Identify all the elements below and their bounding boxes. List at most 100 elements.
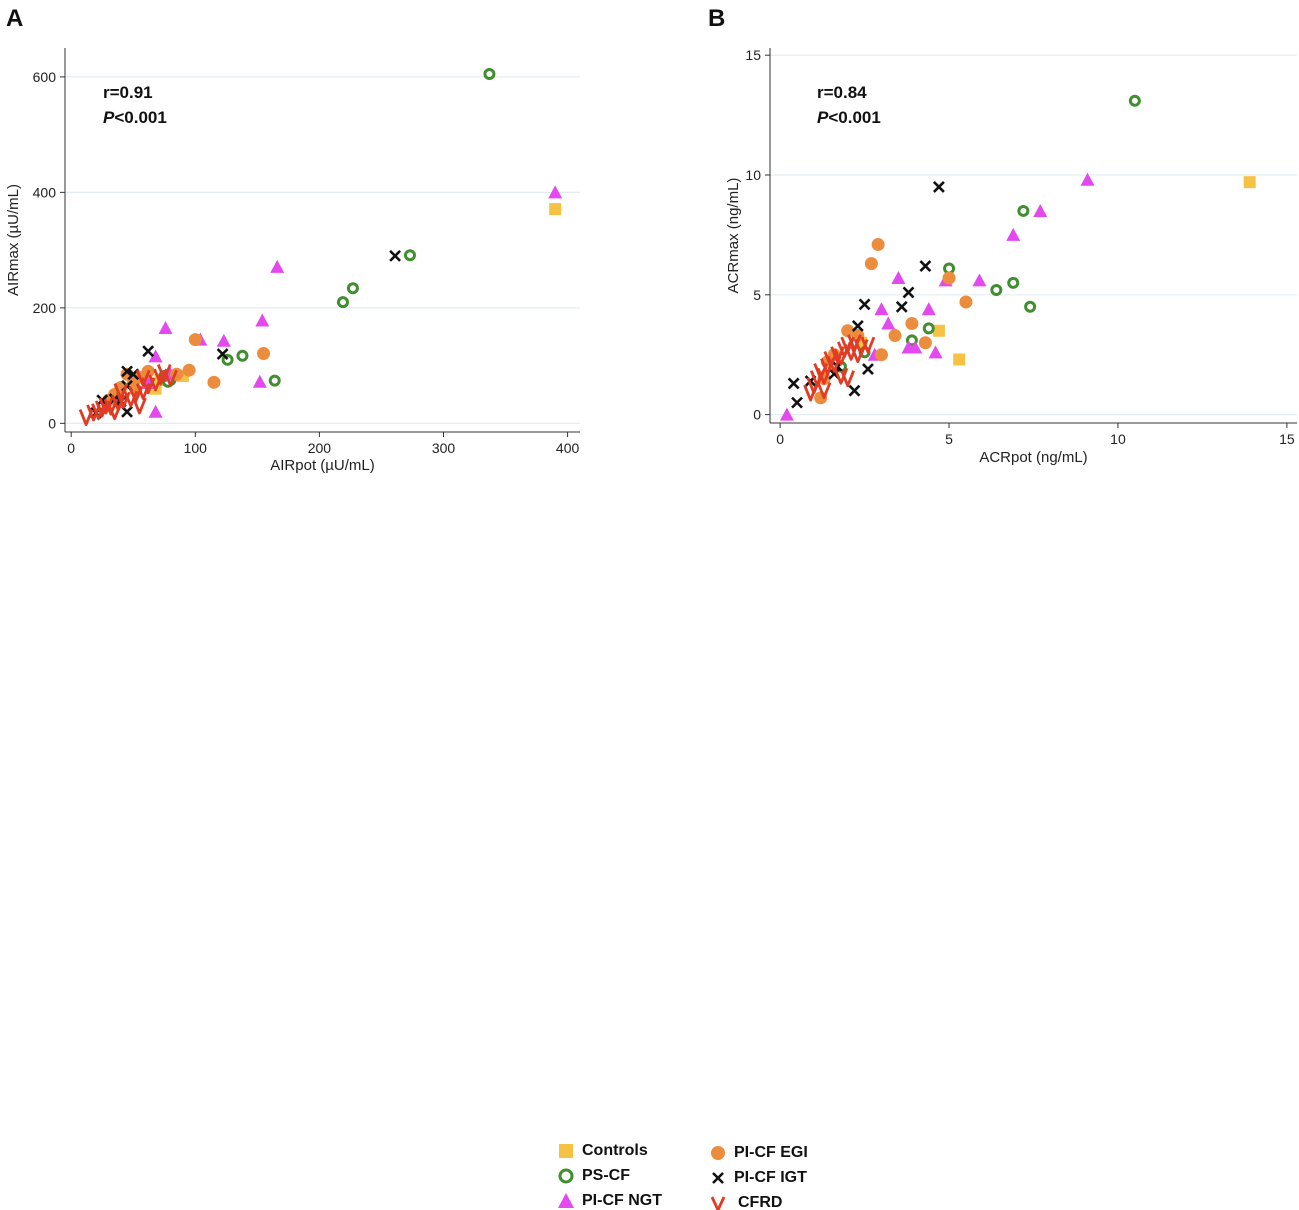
panel-b-point-pi-cf-egi bbox=[942, 271, 956, 285]
panel-a-point-pi-cf-egi bbox=[182, 363, 196, 377]
panel-b-series-ps-cf bbox=[834, 94, 1141, 373]
panel-a-point-pi-cf-ngt bbox=[255, 313, 270, 327]
panel-a-point-cfrd bbox=[132, 397, 147, 415]
legend-symbol-controls bbox=[559, 1144, 573, 1158]
panel-b-point-pi-cf-igt bbox=[848, 384, 861, 397]
panel-b-point-ps-cf bbox=[1128, 94, 1141, 107]
panel-a-point-cfrd bbox=[98, 397, 114, 415]
panel-b-point-pi-cf-ngt bbox=[891, 271, 906, 285]
panel-b-point-pi-cf-igt bbox=[895, 300, 908, 313]
panel-b-x-axis-title: ACRpot (ng/mL) bbox=[979, 449, 1087, 466]
panel-b-point-ps-cf bbox=[990, 284, 1003, 297]
panel-b-y-tick-label: 10 bbox=[745, 167, 761, 183]
panel-b-point-pi-cf-egi bbox=[841, 324, 855, 338]
panel-a-point-pi-cf-ngt bbox=[252, 374, 267, 388]
panel-b-point-pi-cf-ngt bbox=[1006, 227, 1021, 241]
legend-label-controls: Controls bbox=[582, 1142, 648, 1159]
panel-b-point-controls bbox=[1243, 176, 1256, 189]
panel-b-point-pi-cf-egi bbox=[918, 336, 932, 350]
panel-b-x-tick-label: 10 bbox=[1110, 431, 1126, 447]
panel-b-series-cfrd bbox=[803, 334, 876, 402]
panel-a-label: A bbox=[6, 5, 23, 32]
panel-a-series-controls bbox=[149, 203, 562, 395]
panel-a-point-ps-cf bbox=[336, 296, 349, 309]
panel-b-point-pi-cf-egi bbox=[874, 348, 888, 362]
panel-a-point-pi-cf-ngt bbox=[148, 349, 163, 363]
panel-a-x-tick-label: 0 bbox=[67, 440, 75, 456]
panel-a-point-pi-cf-egi bbox=[207, 375, 221, 389]
panel-b-point-pi-cf-igt bbox=[932, 181, 945, 193]
panel-a-x-axis-title: AIRpot (µU/mL) bbox=[270, 457, 375, 474]
panel-b-point-ps-cf bbox=[1007, 276, 1020, 289]
panel-a-point-cfrd bbox=[107, 403, 122, 421]
panel-a-point-ps-cf bbox=[346, 282, 359, 295]
panel-b-point-controls bbox=[932, 324, 945, 337]
panel-a-point-cfrd bbox=[86, 404, 101, 422]
panel-a-point-cfrd bbox=[135, 369, 151, 387]
legend-label-egi: PI-CF EGI bbox=[734, 1144, 808, 1161]
panel-b-x-tick-label: 0 bbox=[776, 431, 784, 447]
panel-a-point-cfrd bbox=[156, 364, 172, 381]
legend-symbol-igt bbox=[712, 1172, 724, 1184]
panel-b-point-ps-cf bbox=[1017, 204, 1030, 217]
panel-b-point-pi-cf-igt bbox=[858, 298, 871, 311]
panel-a-series-pi-cf-egi bbox=[101, 333, 271, 407]
panel-b-point-pi-cf-ngt bbox=[928, 345, 943, 359]
panel-b-point-pi-cf-igt bbox=[791, 396, 803, 409]
panel-b-point-pi-cf-ngt bbox=[779, 407, 794, 421]
panel-b-label: B bbox=[708, 5, 725, 32]
panel-b-point-cfrd bbox=[840, 370, 855, 388]
panel-a-point-ps-cf bbox=[268, 374, 281, 387]
panel-b-point-controls bbox=[953, 353, 966, 366]
panel-a-series-cfrd bbox=[78, 364, 178, 426]
panel-b-point-cfrd bbox=[860, 336, 876, 354]
panel-b-point-ps-cf bbox=[905, 334, 918, 347]
legend-symbol-cfrd bbox=[710, 1196, 726, 1210]
panel-a-p-annotation: P<0.001 bbox=[103, 108, 167, 127]
panel-a-point-pi-cf-egi bbox=[188, 333, 202, 347]
panel-b-point-ps-cf bbox=[1024, 300, 1037, 313]
panel-b-y-tick-label: 0 bbox=[753, 407, 761, 423]
panel-a-series-pi-cf-ngt bbox=[141, 185, 563, 418]
panel-a-point-pi-cf-igt bbox=[216, 348, 229, 360]
panel-b-y-tick-label: 5 bbox=[753, 287, 761, 303]
panel-a-point-pi-cf-egi bbox=[257, 346, 271, 360]
legend-symbol-pscf bbox=[558, 1168, 574, 1184]
panel-b-p-annotation: P<0.001 bbox=[817, 108, 881, 127]
panel-a-x-tick-label: 300 bbox=[432, 440, 456, 456]
panel-a-point-pi-cf-igt bbox=[389, 249, 402, 262]
panel-a-point-pi-cf-ngt bbox=[548, 185, 563, 199]
panel-b-point-pi-cf-egi bbox=[864, 257, 878, 271]
panel-a-y-tick-label: 400 bbox=[33, 184, 57, 200]
panel-b: 0 5 10 15 0 5 10 15 ACRpot (ng/mL) ACRmax (ng/mL)… bbox=[708, 5, 1297, 466]
panel-b-point-pi-cf-ngt bbox=[874, 302, 889, 316]
panel-a-y-tick-label: 600 bbox=[33, 69, 57, 85]
panel-a-x-tick-label: 400 bbox=[556, 440, 580, 456]
panel-b-x-tick-label: 15 bbox=[1279, 431, 1295, 447]
panel-b-point-pi-cf-igt bbox=[787, 377, 800, 390]
panel-a-point-cfrd bbox=[91, 403, 106, 421]
panel-b-point-pi-cf-egi bbox=[851, 329, 865, 343]
panel-a-point-pi-cf-ngt bbox=[270, 259, 285, 273]
panel-b-r-annotation: r=0.84 bbox=[817, 83, 867, 102]
panel-a-point-cfrd bbox=[113, 383, 129, 400]
panel-b-point-cfrd bbox=[816, 382, 832, 400]
panel-b-x-tick-label: 5 bbox=[945, 431, 953, 447]
panel-b-point-pi-cf-ngt bbox=[1033, 203, 1048, 217]
panel-a-x-tick-label: 200 bbox=[308, 440, 332, 456]
legend-label-igt: PI-CF IGT bbox=[734, 1169, 807, 1186]
panel-a-point-ps-cf bbox=[483, 67, 496, 80]
panel-a-point-cfrd bbox=[163, 369, 178, 387]
panel-b-series-pi-cf-igt bbox=[787, 181, 945, 409]
panel-a-point-ps-cf bbox=[403, 249, 416, 262]
panel-a-point-pi-cf-ngt bbox=[216, 333, 231, 347]
legend-label-pscf: PS-CF bbox=[582, 1167, 630, 1184]
panel-b-point-pi-cf-ngt bbox=[921, 302, 936, 316]
panel-b-point-ps-cf bbox=[922, 322, 935, 335]
panel-b-point-pi-cf-igt bbox=[919, 260, 932, 272]
panel-a-x-tick-label: 100 bbox=[184, 440, 208, 456]
panel-a-point-ps-cf bbox=[236, 349, 249, 362]
panel-a-y-tick-label: 200 bbox=[33, 300, 57, 316]
panel-a-point-pi-cf-igt bbox=[121, 365, 133, 378]
